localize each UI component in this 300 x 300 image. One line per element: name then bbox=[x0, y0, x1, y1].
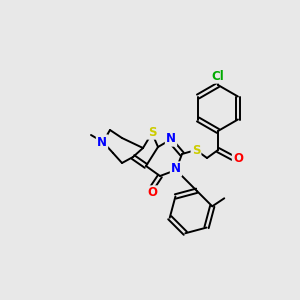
Text: S: S bbox=[192, 143, 200, 157]
Text: O: O bbox=[147, 187, 157, 200]
Text: O: O bbox=[233, 152, 243, 164]
Text: Cl: Cl bbox=[212, 70, 224, 83]
Text: S: S bbox=[148, 125, 156, 139]
Text: N: N bbox=[97, 136, 107, 148]
Text: N: N bbox=[171, 163, 181, 176]
Text: N: N bbox=[166, 133, 176, 146]
